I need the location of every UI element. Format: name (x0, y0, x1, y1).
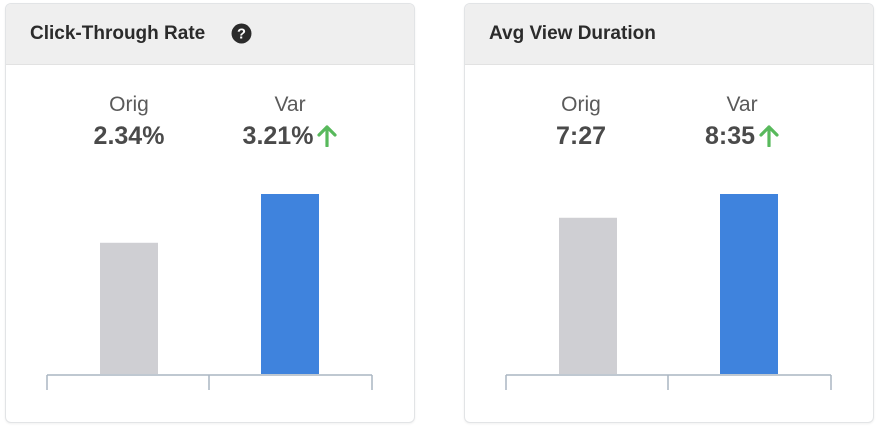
ctr-card: Click-Through Rate ? Orig 2.34% Var 3.21… (5, 3, 415, 423)
card-title: Avg View Duration (489, 23, 656, 44)
avd-card: Avg View Duration Orig 7:27 Var 8:35 (464, 3, 874, 423)
var-value-row: 3.21% (210, 121, 370, 151)
avd-bar-chart (505, 194, 832, 390)
orig-label: Orig (561, 93, 601, 116)
bar-orig (100, 242, 158, 374)
x-axis (46, 374, 373, 390)
var-metric: Var 8:35 (662, 93, 822, 151)
bar-orig (559, 217, 617, 374)
card-header: Avg View Duration (465, 4, 873, 65)
bar-var (720, 194, 778, 374)
x-axis (505, 374, 832, 390)
orig-metric: Orig 2.34% (49, 93, 209, 151)
question-circle-icon[interactable]: ? (231, 23, 252, 44)
var-value-row: 8:35 (662, 121, 822, 151)
card-header: Click-Through Rate ? (6, 4, 414, 65)
arrow-up-icon (317, 125, 338, 147)
ctr-bar-chart (46, 194, 373, 390)
orig-metric: Orig 7:27 (501, 93, 661, 151)
orig-label: Orig (109, 93, 149, 116)
var-label: Var (274, 93, 306, 116)
var-value: 3.21% (242, 122, 314, 150)
orig-value: 2.34% (93, 122, 165, 150)
arrow-up-icon (759, 125, 779, 147)
orig-value: 7:27 (555, 122, 607, 150)
var-metric: Var 3.21% (210, 93, 370, 151)
card-title: Click-Through Rate (30, 23, 206, 44)
svg-text:?: ? (237, 27, 246, 43)
var-label: Var (726, 93, 758, 116)
bar-var (261, 194, 319, 374)
var-value: 8:35 (704, 122, 756, 150)
